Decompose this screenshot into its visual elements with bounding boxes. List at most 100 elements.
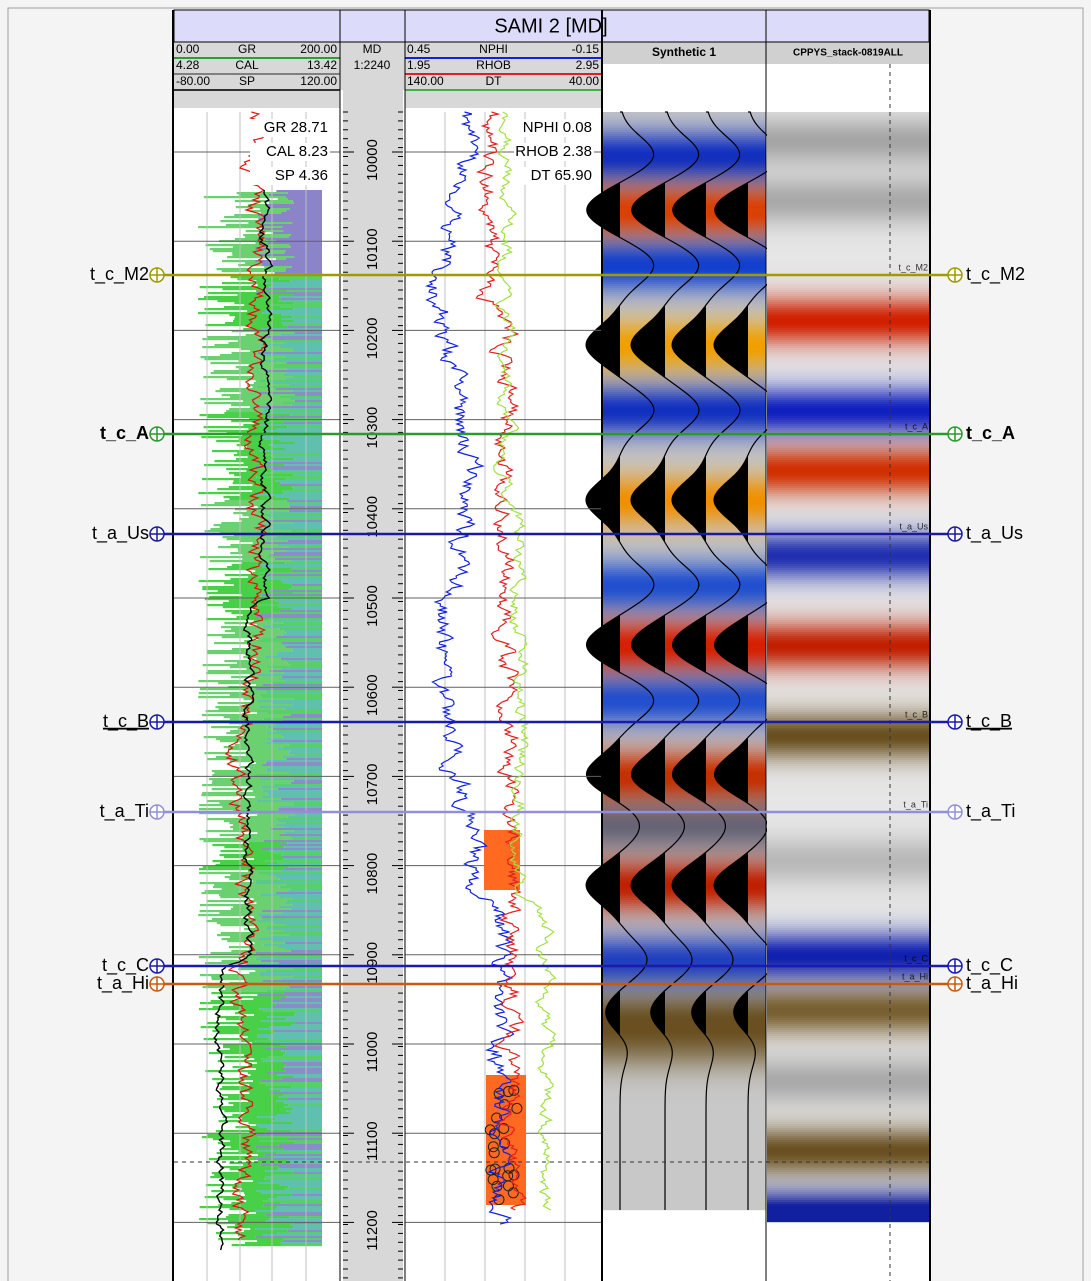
seismic-band <box>767 1022 929 1024</box>
synthetic-band <box>603 302 766 304</box>
gr-fill-shale <box>280 878 322 880</box>
gr-fill-shale <box>291 570 322 572</box>
gr-fill-sand <box>203 376 292 378</box>
synthetic-band <box>603 252 766 254</box>
marker-label[interactable]: t_a_Hi <box>966 973 1018 994</box>
synthetic-band <box>603 140 766 142</box>
gr-fill-shale <box>279 806 322 808</box>
gr-fill-sand <box>207 650 292 652</box>
seismic-band <box>767 506 929 508</box>
gr-fill-shale <box>272 940 322 942</box>
gr-fill-shale <box>258 220 322 222</box>
gr-fill-sand <box>228 748 277 750</box>
gr-fill-sand <box>256 658 280 660</box>
marker-label[interactable]: t_a_Ti <box>100 801 149 822</box>
gr-fill-sand <box>216 1232 278 1234</box>
marker-label[interactable]: t_c_M2 <box>90 264 149 285</box>
gr-fill-sand <box>248 1072 267 1074</box>
gr-fill-sand <box>246 334 281 336</box>
gr-fill-sand <box>207 604 257 606</box>
seismic-band <box>767 546 929 548</box>
seismic-band <box>767 832 929 834</box>
gr-fill-shale <box>270 1218 322 1220</box>
synthetic-band <box>603 714 766 716</box>
gr-fill-sand <box>246 754 295 756</box>
seismic-band <box>767 302 929 304</box>
gr-fill-shale <box>261 696 322 698</box>
synthetic-band <box>603 582 766 584</box>
seismic-band <box>767 496 929 498</box>
gr-fill-sand <box>233 1104 288 1106</box>
gr-fill-shale <box>292 348 322 350</box>
synthetic-band <box>603 416 766 418</box>
gr-fill-shale <box>278 1074 322 1076</box>
gr-fill-shale <box>282 1078 322 1080</box>
synthetic-band <box>603 546 766 548</box>
seismic-band <box>767 540 929 542</box>
gr-fill-shale <box>286 196 322 198</box>
seismic-band <box>767 1076 929 1078</box>
synthetic-band <box>603 558 766 560</box>
seismic-band <box>767 362 929 364</box>
synthetic-band <box>603 616 766 618</box>
synthetic-band <box>603 1186 766 1188</box>
gr-fill-sand <box>217 300 279 302</box>
gr-fill-shale <box>278 788 322 790</box>
seismic-band <box>767 208 929 210</box>
gr-fill-sand <box>222 394 295 396</box>
gr-fill-sand <box>211 992 283 994</box>
marker-label[interactable]: t_a_Ti <box>966 801 1015 822</box>
gr-fill-sand <box>249 842 287 844</box>
gr-fill-shale <box>289 866 322 868</box>
seismic-band <box>767 1218 929 1220</box>
seismic-band <box>767 404 929 406</box>
gr-fill-shale <box>280 610 322 612</box>
gr-fill-shale <box>287 842 322 844</box>
marker-label[interactable]: t_c_A <box>966 423 1015 443</box>
seismic-band <box>767 1134 929 1136</box>
marker-label[interactable]: t_c_B <box>103 711 149 732</box>
synthetic-band <box>603 990 766 992</box>
gr-fill-shale <box>273 470 322 472</box>
synthetic-band <box>603 1084 766 1086</box>
synthetic-band <box>603 1110 766 1112</box>
marker-label[interactable]: t_a_Hi <box>97 973 149 994</box>
gr-fill-sand <box>205 1070 286 1072</box>
synthetic-band <box>603 1132 766 1134</box>
marker-label[interactable]: t_a_Us <box>92 523 149 544</box>
gr-fill-shale <box>264 840 322 842</box>
synthetic-band <box>603 1080 766 1082</box>
seismic-band <box>767 900 929 902</box>
marker-label[interactable]: t_c_A <box>100 423 149 443</box>
gr-fill-shale <box>292 838 322 840</box>
gr-fill-sand <box>253 572 259 574</box>
gr-fill-sand <box>218 1060 264 1062</box>
gr-fill-shale <box>273 922 322 924</box>
gr-fill-sand <box>242 1076 293 1078</box>
seismic-band <box>767 542 929 544</box>
seismic-band <box>767 598 929 600</box>
synthetic-band <box>603 688 766 690</box>
gr-fill-sand <box>237 192 288 194</box>
gr-fill-shale <box>293 294 322 296</box>
synthetic-band <box>603 800 766 802</box>
marker-label[interactable]: t_c_M2 <box>966 264 1025 285</box>
gr-fill-sand <box>243 1020 262 1022</box>
synthetic-band <box>603 922 766 924</box>
gr-fill-sand <box>223 536 277 538</box>
synthetic-band <box>603 948 766 950</box>
seismic-band <box>767 252 929 254</box>
synthetic-band <box>603 698 766 700</box>
marker-label[interactable]: t_a_Us <box>966 523 1023 544</box>
seismic-band <box>767 1130 929 1132</box>
marker-label[interactable]: t_c_B <box>966 711 1012 732</box>
seismic-band <box>767 990 929 992</box>
gr-fill-sand <box>243 656 265 658</box>
seismic-band <box>767 1114 929 1116</box>
seismic-band <box>767 822 929 824</box>
seismic-band <box>767 218 929 220</box>
synthetic-band <box>603 1168 766 1170</box>
gr-fill-shale <box>292 1086 322 1088</box>
seismic-band <box>767 1198 929 1200</box>
gr-fill-shale <box>272 452 322 454</box>
